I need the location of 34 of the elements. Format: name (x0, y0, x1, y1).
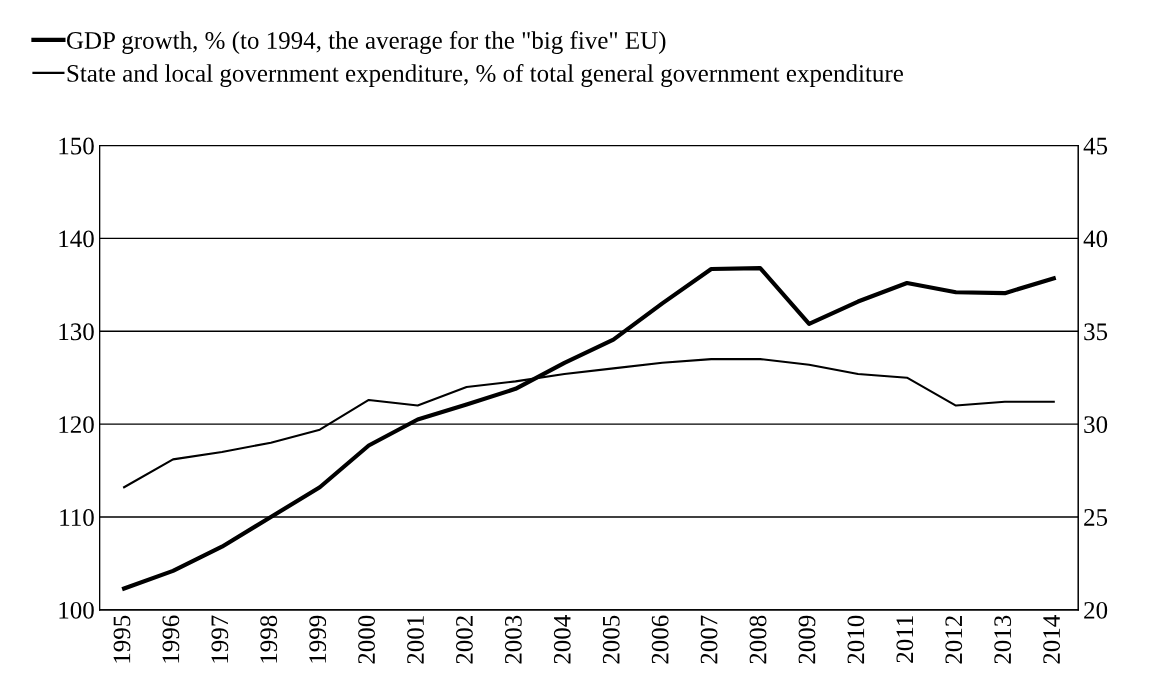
y-tick-label: 140 (59, 230, 94, 248)
x-tick-label: 2000 (358, 615, 375, 664)
x-tick-label: 2011 (896, 616, 914, 663)
y2-tick-label: 45 (1083, 137, 1108, 155)
x-tick-label: 1999 (309, 615, 327, 663)
x-tick-label: 2001 (407, 616, 424, 664)
x-tick-label: 2014 (1043, 615, 1061, 664)
y2-tick-label: 40 (1083, 230, 1108, 248)
y2-tick-label: 35 (1084, 323, 1108, 341)
x-tick-label: 2004 (553, 615, 571, 664)
x-tick-label: 2008 (749, 615, 767, 664)
legend-label: GDP growth, % (to 1994, the average for the "big five" EU) (66, 31, 666, 55)
x-tick-label: 2010 (847, 615, 865, 664)
y-tick-label: 110 (60, 509, 94, 526)
y-tick-label: 120 (59, 416, 94, 434)
y-tick-label: 150 (59, 137, 94, 155)
x-tick-label: 2003 (504, 615, 522, 664)
legend-label: State and local government expenditure, % of total general government expenditure (67, 64, 903, 88)
y2-tick-label: 20 (1084, 601, 1108, 619)
x-tick-label: 1997 (211, 615, 229, 663)
x-tick-label: 2013 (994, 615, 1012, 664)
x-tick-label: 2007 (700, 615, 718, 664)
x-tick-label: 1995 (113, 615, 131, 663)
y2-tick-label: 25 (1084, 509, 1108, 526)
x-tick-label: 2012 (945, 616, 963, 664)
x-tick-label: 1996 (162, 615, 180, 663)
y-tick-label: 130 (59, 323, 94, 341)
x-tick-label: 2005 (602, 615, 620, 664)
y2-tick-label: 30 (1084, 416, 1108, 434)
x-tick-label: 2006 (651, 615, 669, 664)
x-tick-label: 1998 (260, 615, 278, 663)
x-tick-label: 2009 (798, 615, 816, 664)
x-tick-label: 2002 (455, 616, 473, 664)
y-tick-label: 100 (59, 601, 94, 619)
